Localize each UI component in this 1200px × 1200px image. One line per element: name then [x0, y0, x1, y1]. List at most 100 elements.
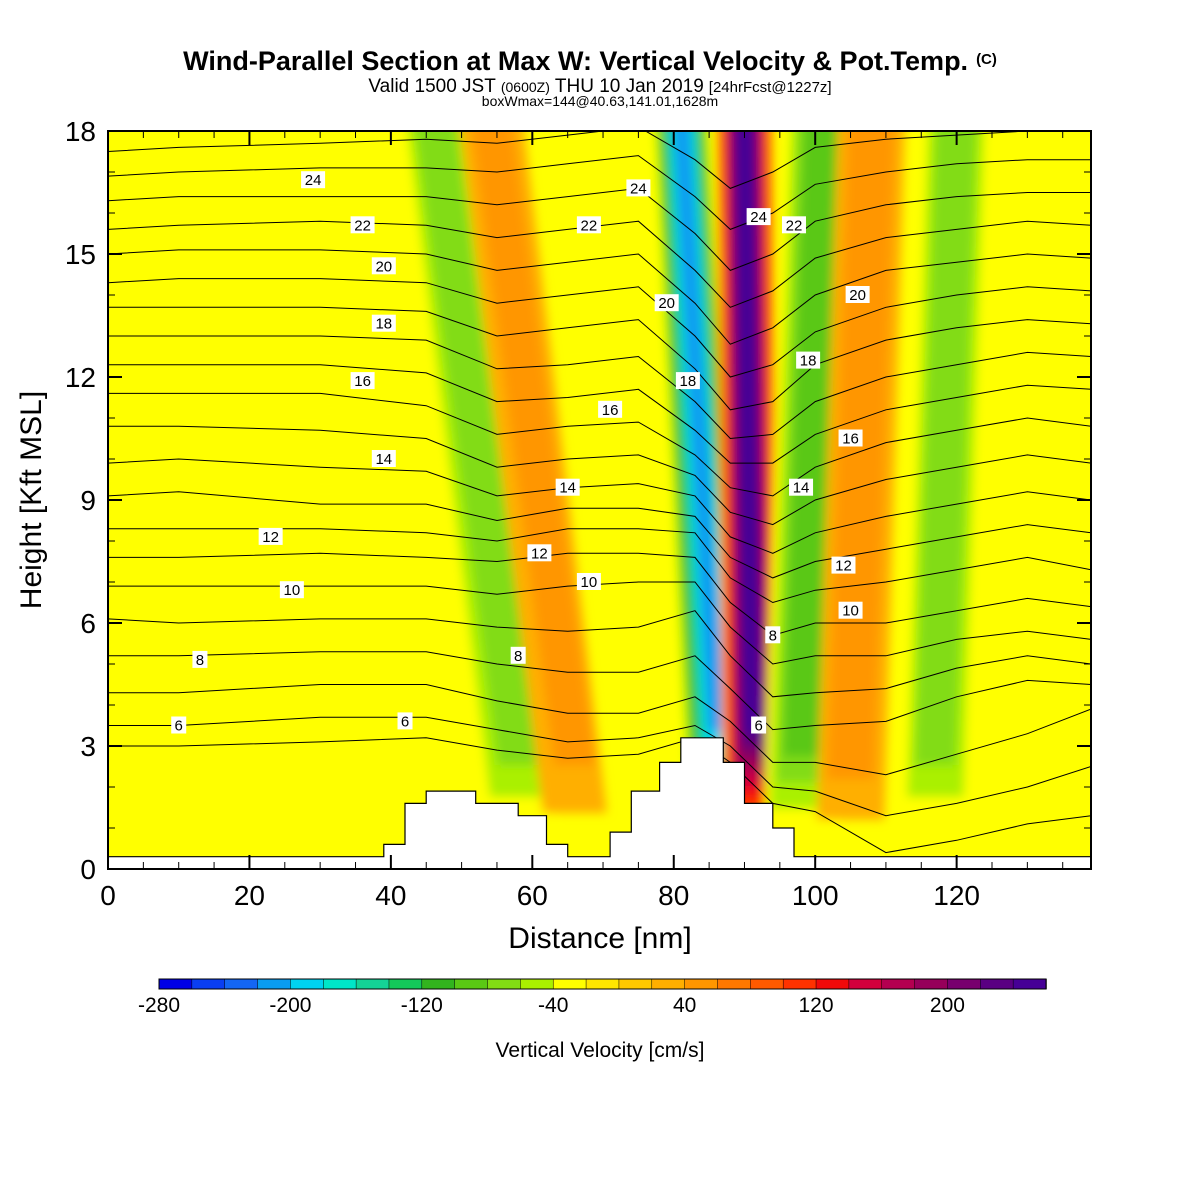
contour-label: 10	[284, 582, 301, 599]
contour-label-bg	[350, 216, 375, 234]
x-tick-label: 120	[933, 880, 980, 911]
contour-label-bg	[626, 179, 651, 197]
velocity-band	[915, 131, 977, 766]
contour-label: 16	[602, 402, 619, 419]
colorbar-label: 120	[799, 994, 834, 1017]
colorbar-swatch	[980, 978, 1014, 990]
contour-label-bg	[751, 716, 767, 734]
contour-label-bg	[371, 314, 396, 332]
velocity-plume-5	[899, 131, 993, 829]
theta-contour-12	[108, 528, 1091, 604]
contour-label: 6	[401, 713, 409, 730]
contour-label: 20	[849, 287, 866, 304]
contour-label-bg	[654, 294, 679, 312]
contour-label-bg	[301, 171, 326, 189]
contour-label-bg	[576, 573, 601, 590]
colorbar-swatch	[323, 978, 357, 990]
theta-contour-23	[108, 187, 1091, 271]
contour-label-bg	[831, 556, 856, 574]
contour-label-bg	[371, 450, 396, 467]
y-tick-label: 6	[80, 608, 96, 639]
velocity-plume-2	[653, 131, 745, 848]
axes: 0 20 40 60 80 100 120 0 3 6 9 12 15 18	[65, 116, 1092, 911]
y-tick-label: 15	[65, 239, 96, 270]
colorbar-frame	[158, 978, 1047, 990]
contour-label-bg	[510, 646, 526, 664]
theta-contour-21	[108, 249, 1091, 345]
colorbar-swatch	[585, 978, 620, 990]
contour-label-bg	[838, 429, 863, 447]
contour-label-bg	[845, 286, 870, 303]
contour-label: 16	[354, 373, 371, 390]
contour-label: 18	[800, 353, 817, 370]
contour-label: 10	[842, 603, 859, 620]
y-tick-label: 18	[65, 116, 96, 147]
chart-title: Wind-Parallel Section at Max W: Vertical…	[183, 46, 997, 76]
colorbar-swatch	[487, 978, 522, 990]
contour-label: 14	[375, 451, 392, 468]
theta-contour-6	[108, 716, 1091, 817]
contour-label: 14	[793, 480, 810, 497]
contour-label: 18	[375, 316, 392, 333]
colorbar-swatch	[848, 978, 883, 990]
colorbar-label: 40	[673, 994, 696, 1017]
theta-contour-7	[108, 684, 1091, 776]
contour-label: 22	[786, 217, 803, 234]
colorbar-swatch	[651, 978, 686, 990]
contour-label: 8	[514, 648, 522, 665]
x-tick-label: 20	[234, 880, 265, 911]
velocity-plume-1	[460, 131, 607, 813]
potential-temperature-contours	[108, 131, 1091, 854]
theta-contour-10	[108, 581, 1091, 665]
contour-label-bg	[598, 400, 623, 418]
x-tick-label: 80	[658, 880, 689, 911]
vertical-velocity-field	[399, 131, 993, 851]
contour-label-bg	[576, 216, 601, 234]
y-tick-label: 0	[80, 854, 96, 885]
contour-label-bg	[258, 527, 283, 545]
colorbar-swatch	[257, 978, 292, 990]
contour-label-bg	[746, 208, 771, 226]
colorbar-swatch	[191, 978, 226, 990]
contour-label-bg	[279, 581, 304, 599]
contour-label: 12	[835, 558, 852, 575]
contour-label-bg	[171, 716, 187, 734]
x-axis-ticks: 0 20 40 60 80 100 120	[100, 131, 1064, 911]
contour-label-bg	[527, 544, 552, 562]
x-tick-label: 0	[100, 880, 116, 911]
y-tick-label: 12	[65, 362, 96, 393]
contour-label: 24	[305, 172, 322, 189]
colorbar-label: -200	[269, 994, 311, 1017]
contour-label: 10	[581, 574, 598, 591]
terrain	[108, 737, 1091, 869]
theta-contour-9	[108, 610, 1091, 698]
plot-area: 6 6 6 8 8 8 10 10 10 12 12 12 14 14 14 16 16 16 18 18 18 20 20…	[108, 131, 1091, 869]
theta-contour-11	[108, 552, 1091, 636]
y-axis-label: Height [Kft MSL]	[15, 391, 48, 609]
theta-contour-13	[108, 491, 1091, 579]
colorbar-title: Vertical Velocity [cm/s]	[496, 1039, 705, 1062]
contour-label-bg	[192, 650, 208, 668]
velocity-band	[736, 131, 761, 734]
y-axis-ticks: 0 3 6 9 12 15 18	[65, 116, 1091, 885]
contour-label: 16	[842, 431, 859, 448]
colorbar-swatch	[815, 978, 850, 990]
contour-label: 22	[354, 217, 371, 234]
theta-contour-19	[108, 306, 1091, 411]
velocity-band	[415, 131, 539, 766]
colorbar-swatch	[224, 978, 259, 990]
theta-contour-14	[108, 458, 1091, 554]
contour-label-bg	[789, 478, 814, 496]
contour-label: 24	[750, 209, 767, 226]
colorbar-swatch	[421, 978, 456, 990]
contour-label: 24	[630, 180, 647, 197]
colorbar-swatch	[684, 978, 719, 990]
colorbar-label: -120	[401, 994, 443, 1017]
velocity-band	[782, 131, 840, 757]
theta-contour-24	[108, 155, 1091, 230]
velocity-band	[472, 131, 596, 766]
contour-label-bg	[371, 257, 396, 275]
chart-box-info: boxWmax=144@40.63,141.01,1628m	[482, 93, 718, 109]
